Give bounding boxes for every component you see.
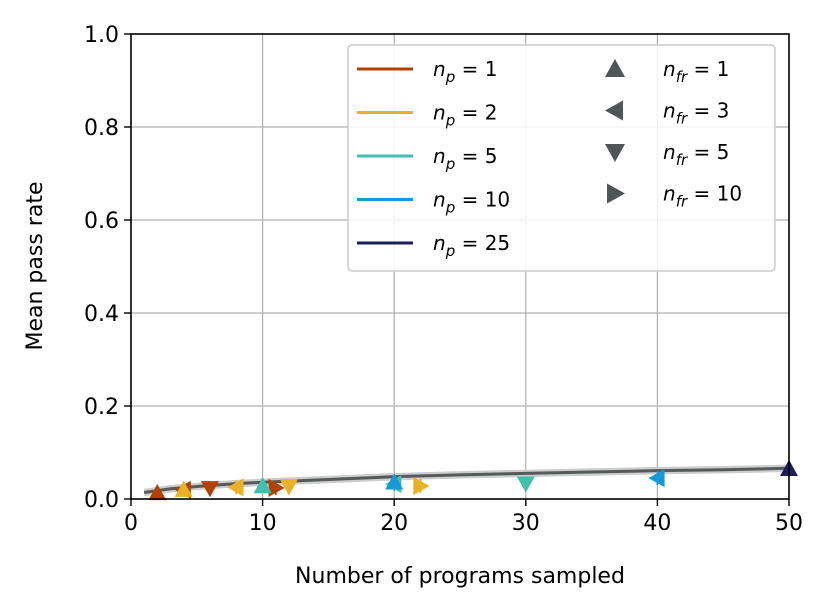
legend: np = 1 np = 2 np = 5 np = 10 np = 25 nfr = 1 n… [347,44,776,272]
legend-marker-nfr-3 [605,100,623,121]
y-axis-label: Mean pass rate [23,182,48,351]
point-down-np5-nfr5 [516,476,535,493]
point-up-np10-nfr1 [385,473,404,490]
legend-label-np-10: np = 10 [433,188,510,217]
x-tick-label-0: 0 [124,511,138,536]
y-tick-label-0: 0.0 [84,488,119,513]
y-tick-label-3: 0.6 [84,209,119,234]
y-tick-label-4: 0.8 [84,116,119,141]
legend-marker-nfr-10 [607,183,625,204]
legend-label-nfr-1: nfr = 1 [663,57,729,86]
x-tick-label-5: 50 [775,511,803,536]
y-tick-label-2: 0.4 [84,302,119,327]
x-tick-label-4: 40 [643,511,671,536]
point-down-np1-nfr5 [200,481,219,498]
point-up-np5-nfr1 [253,476,272,494]
point-up-np1-nfr1 [148,483,167,501]
x-axis-label: Number of programs sampled [295,564,625,589]
legend-label-nfr-5: nfr = 5 [663,140,729,169]
legend-label-np-25: np = 25 [433,231,510,260]
x-tick-label-2: 20 [380,511,408,536]
point-up-np2-nfr1 [174,480,193,497]
plot-frame [130,33,790,500]
x-tick-label-3: 30 [512,511,540,536]
point-down-np2-nfr5 [279,479,298,496]
point-left-np10-nfr3 [648,469,665,488]
legend-label-nfr-3: nfr = 3 [663,99,729,128]
point-right-np2-nfr10 [413,476,430,495]
axis-ticks: 0 10 20 30 40 50 0.0 0.2 0.4 0.6 0.8 1.0 [84,23,803,536]
legend-label-np-1: np = 1 [433,57,497,86]
x-tick-label-1: 10 [249,511,277,536]
legend-label-nfr-10: nfr = 10 [663,182,742,211]
legend-box [347,44,776,272]
legend-label-np-2: np = 2 [433,101,497,130]
legend-label-np-5: np = 5 [433,144,497,173]
legend-marker-nfr-5 [605,144,625,162]
point-left-np2-nfr3 [227,478,244,497]
point-right-np1-nfr10 [268,478,285,497]
y-tick-label-1: 0.2 [84,395,119,420]
y-tick-label-5: 1.0 [84,23,119,48]
legend-marker-nfr-1 [605,59,625,77]
